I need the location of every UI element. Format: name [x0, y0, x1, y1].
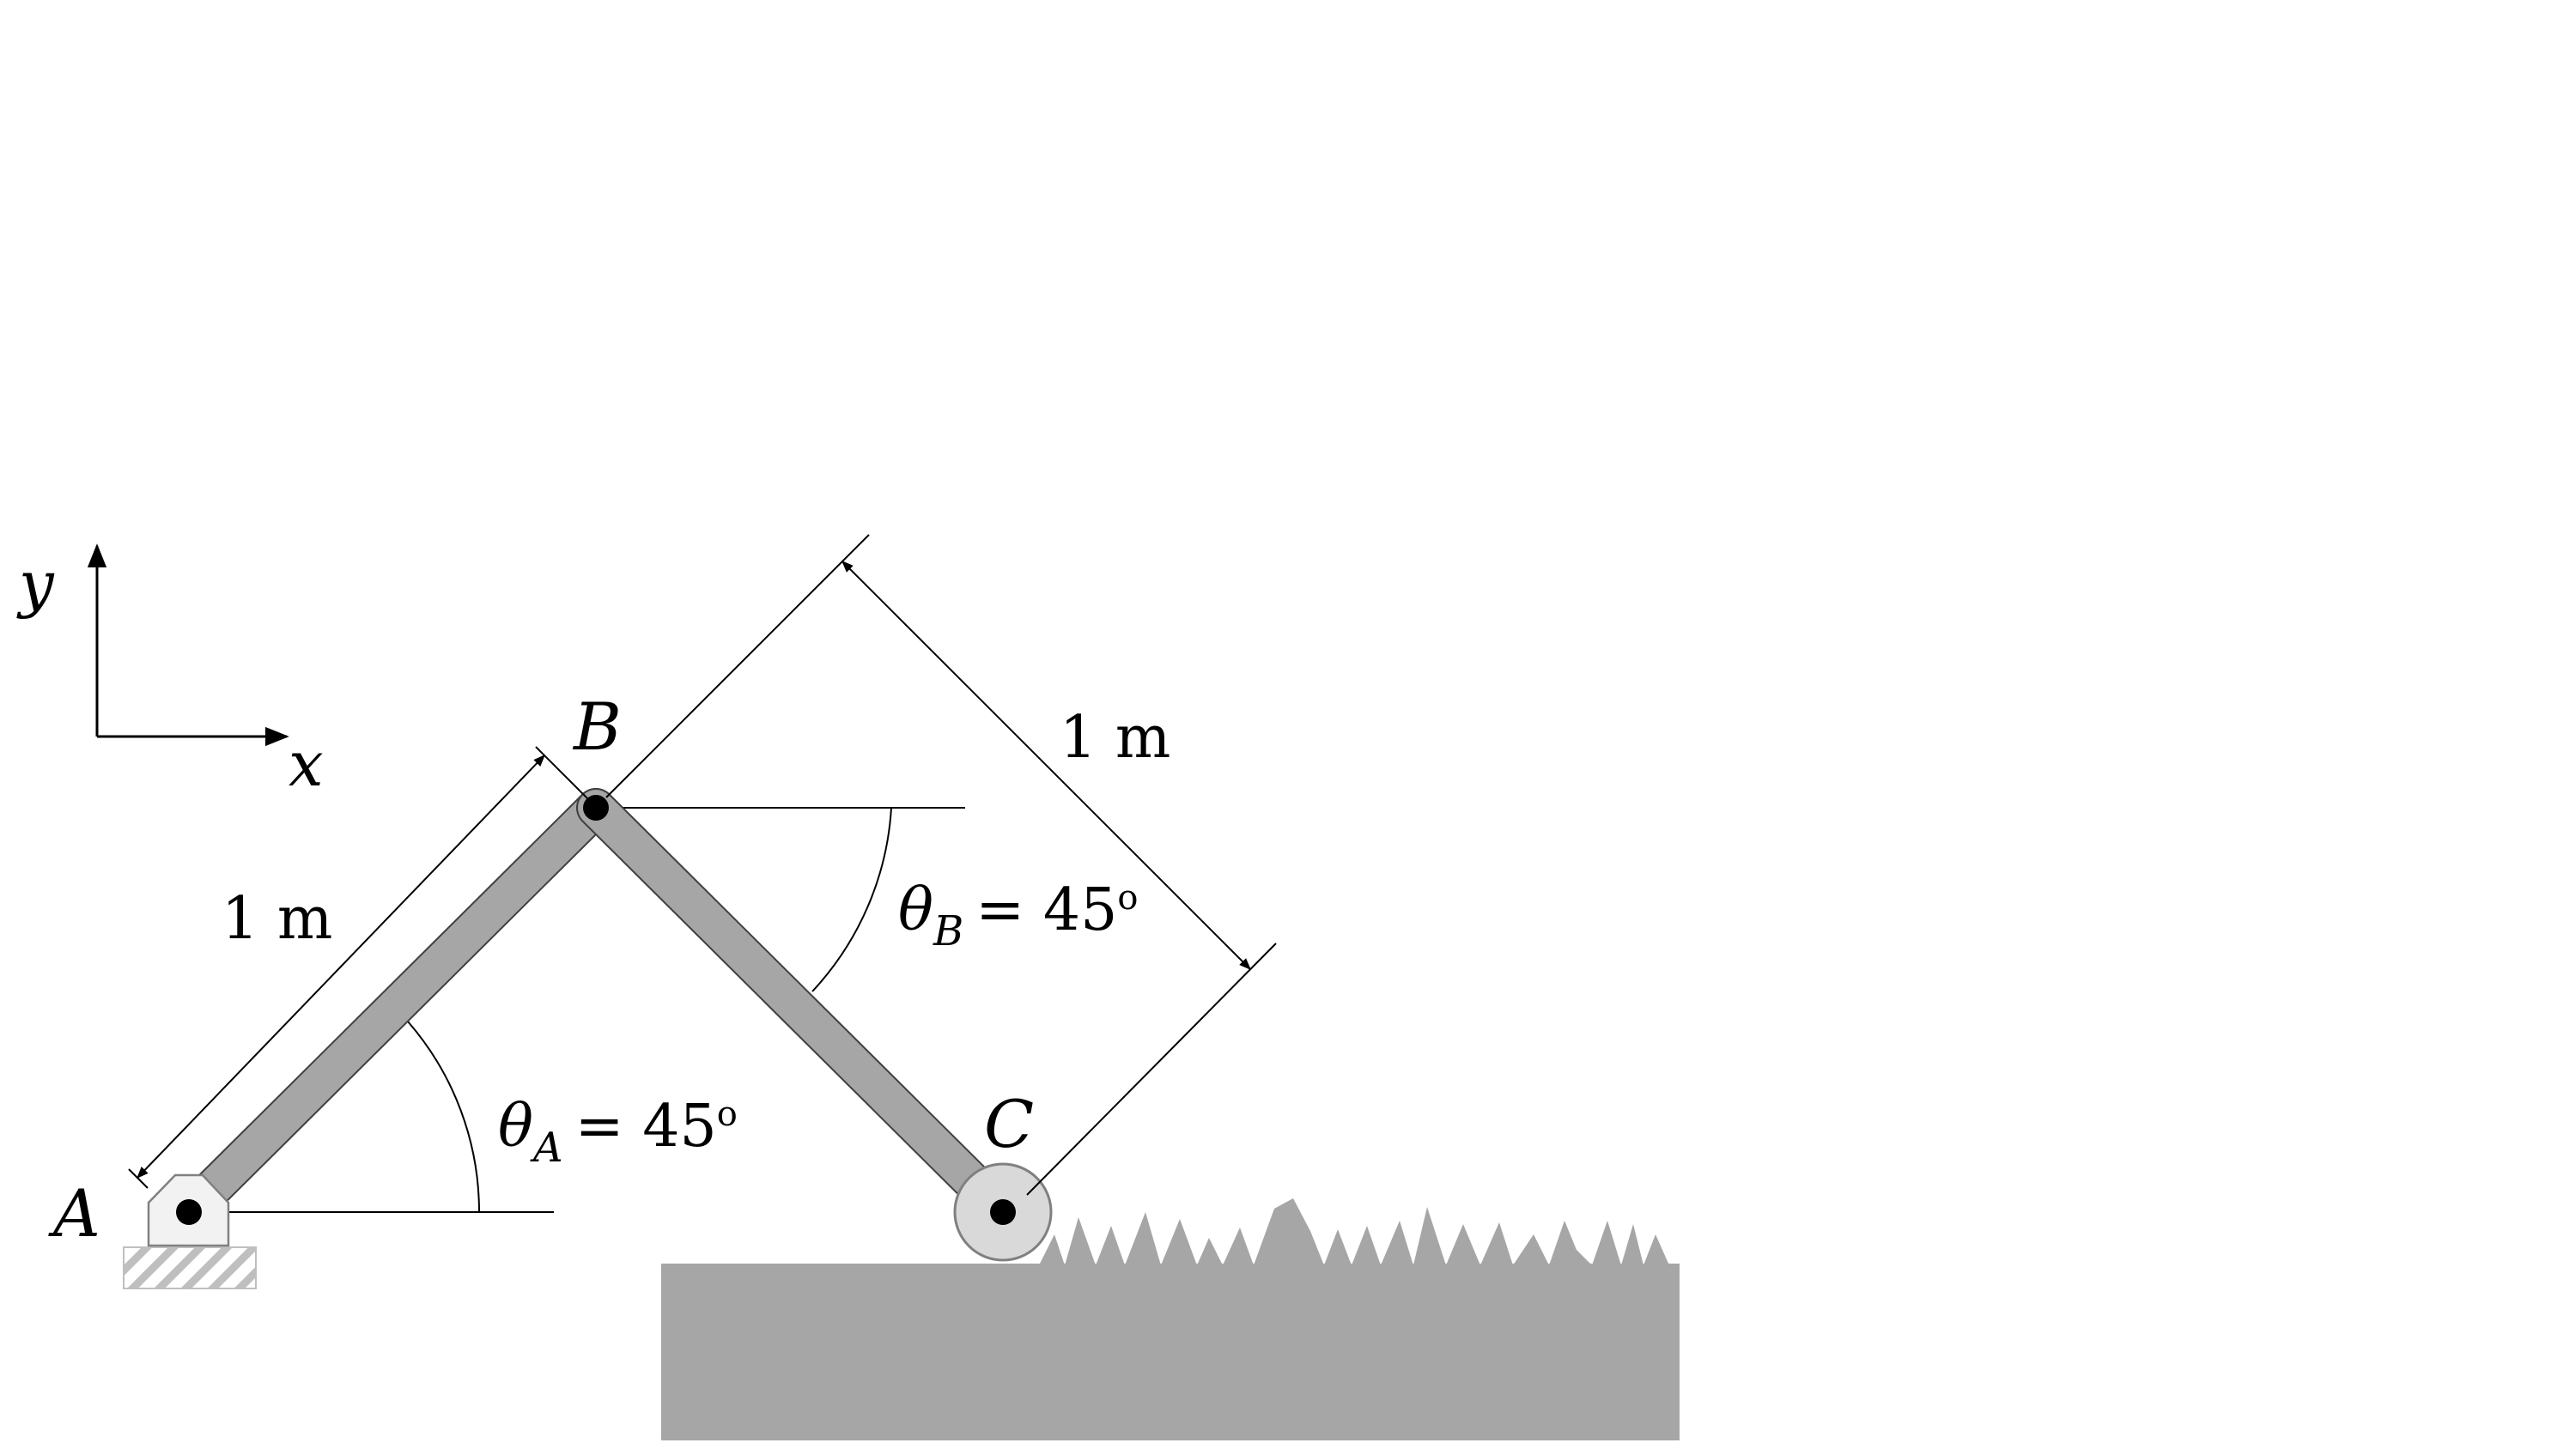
angle-label-a: θA = 45o — [498, 1093, 738, 1172]
ground-block — [661, 1264, 1680, 1440]
y-axis-label: y — [16, 548, 55, 620]
dimension-label-bc: 1 m — [1060, 704, 1170, 772]
hatched-base — [123, 1246, 257, 1289]
point-label-c: C — [984, 1086, 1034, 1162]
link-bc — [576, 788, 1023, 1232]
dimension-bc — [605, 534, 1277, 1196]
ground-roughness — [1039, 1198, 1680, 1288]
dimension-label-ab: 1 m — [222, 885, 332, 953]
ground — [661, 1198, 1680, 1440]
point-label-b: B — [572, 688, 622, 765]
angle-label-b: θB = 45o — [898, 876, 1138, 955]
point-label-a: A — [48, 1175, 100, 1252]
x-axis-label: x — [289, 728, 324, 800]
pin-joint-b — [583, 795, 609, 821]
angle-arc-b — [811, 807, 892, 992]
pin-joint-c — [990, 1199, 1016, 1225]
dimension-ab — [128, 746, 588, 1189]
coordinate-axes: y x — [16, 543, 324, 800]
angle-arc-a — [407, 1021, 481, 1213]
pin-joint-a — [176, 1199, 202, 1225]
